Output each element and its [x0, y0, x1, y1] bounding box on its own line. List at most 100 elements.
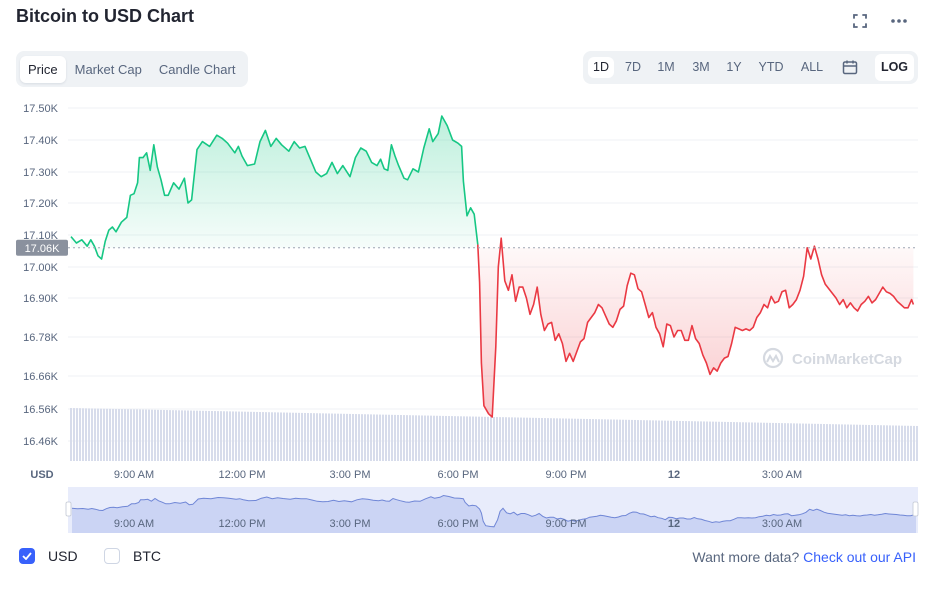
- volume-bar: [724, 421, 726, 461]
- volume-bar: [409, 415, 411, 461]
- volume-bar: [586, 418, 588, 461]
- volume-bar: [364, 414, 366, 461]
- y-tick-label: 16.78K: [23, 332, 59, 344]
- volume-bar: [730, 422, 732, 461]
- volume-bar: [205, 410, 207, 461]
- volume-bar: [820, 423, 822, 461]
- volume-bar: [241, 411, 243, 461]
- volume-bar: [280, 412, 282, 461]
- volume-bar: [817, 423, 819, 461]
- range-all[interactable]: ALL: [800, 60, 824, 74]
- volume-bar: [268, 412, 270, 461]
- volume-bar: [403, 415, 405, 461]
- volume-bar: [640, 420, 642, 461]
- volume-bar: [802, 423, 804, 461]
- volume-bar: [313, 413, 315, 461]
- range-1y[interactable]: 1Y: [726, 60, 742, 74]
- range-7d[interactable]: 7D: [625, 60, 641, 74]
- log-scale-button[interactable]: LOG: [875, 54, 914, 81]
- volume-bar: [583, 418, 585, 461]
- volume-bar: [160, 409, 162, 461]
- volume-bar: [358, 414, 360, 461]
- volume-bar: [475, 416, 477, 461]
- volume-bar: [523, 417, 525, 461]
- volume-bar: [697, 421, 699, 461]
- usd-toggle[interactable]: USD: [19, 548, 78, 564]
- volume-bar: [892, 425, 894, 461]
- range-ytd[interactable]: YTD: [758, 60, 784, 74]
- y-tick-label: 17.20K: [23, 198, 59, 210]
- range-navigator[interactable]: 9:00 AM 12:00 PM 3:00 PM 6:00 PM 9:00 PM 12 3:…: [65, 487, 919, 533]
- api-link[interactable]: Check out our API: [803, 549, 916, 565]
- volume-bar: [121, 409, 123, 461]
- volume-bar: [382, 414, 384, 461]
- volume-bar: [463, 416, 465, 461]
- volume-bar: [295, 412, 297, 461]
- volume-bar: [862, 424, 864, 461]
- range-1m[interactable]: 1M: [657, 60, 675, 74]
- volume-bar: [190, 410, 192, 461]
- range-3m[interactable]: 3M: [692, 60, 710, 74]
- volume-bar: [910, 425, 912, 461]
- volume-bar: [166, 410, 168, 461]
- tab-market-cap[interactable]: Market Cap: [74, 61, 142, 77]
- volume-bar: [487, 416, 489, 461]
- volume-bar: [220, 411, 222, 461]
- volume-bar: [853, 424, 855, 461]
- volume-bar: [424, 415, 426, 461]
- tab-candle-chart[interactable]: Candle Chart: [158, 61, 236, 77]
- volume-bar: [178, 410, 180, 461]
- calendar-icon[interactable]: [842, 59, 858, 80]
- volume-bar: [823, 424, 825, 461]
- volume-bar: [343, 413, 345, 461]
- volume-bar: [460, 416, 462, 461]
- volume-bar: [709, 421, 711, 461]
- volume-bar: [226, 411, 228, 461]
- navigator-handle: [912, 501, 919, 517]
- price-area-fill: [477, 238, 914, 417]
- more-icon[interactable]: [888, 10, 910, 32]
- volume-bar: [133, 409, 135, 461]
- btc-checkbox[interactable]: [104, 548, 120, 564]
- volume-bar: [889, 425, 891, 461]
- volume-bar: [136, 409, 138, 461]
- volume-bar: [772, 422, 774, 461]
- navigator-area: [72, 495, 916, 533]
- tab-price[interactable]: Price: [20, 55, 66, 83]
- volume-bar: [667, 420, 669, 461]
- usd-label: USD: [48, 548, 78, 564]
- volume-bar: [199, 410, 201, 461]
- x-tick-label: 9:00 PM: [546, 469, 587, 481]
- volume-bar: [745, 422, 747, 461]
- volume-bar: [274, 412, 276, 461]
- range-1d[interactable]: 1D: [588, 57, 614, 78]
- volume-bar: [388, 414, 390, 461]
- volume-bars: [70, 408, 918, 461]
- volume-bar: [319, 413, 321, 461]
- usd-checkbox[interactable]: [19, 548, 35, 564]
- volume-bar: [865, 424, 867, 461]
- volume-bar: [115, 408, 117, 461]
- volume-bar: [286, 412, 288, 461]
- currency-label: USD: [30, 469, 53, 481]
- volume-bar: [508, 417, 510, 461]
- expand-icon[interactable]: [849, 10, 871, 32]
- volume-bar: [70, 408, 72, 461]
- volume-bar: [601, 419, 603, 461]
- volume-bar: [625, 419, 627, 461]
- volume-bar: [835, 424, 837, 461]
- volume-bar: [550, 418, 552, 461]
- volume-bar: [631, 419, 633, 461]
- volume-bar: [412, 415, 414, 461]
- volume-bar: [79, 408, 81, 461]
- navigator-handle: [65, 501, 72, 517]
- volume-bar: [562, 418, 564, 461]
- btc-toggle[interactable]: BTC: [104, 548, 161, 564]
- volume-bar: [181, 410, 183, 461]
- x-tick-label: 12:00 PM: [218, 469, 265, 481]
- volume-bar: [673, 420, 675, 461]
- volume-bar: [688, 421, 690, 461]
- volume-bar: [85, 408, 87, 461]
- volume-bar: [859, 424, 861, 461]
